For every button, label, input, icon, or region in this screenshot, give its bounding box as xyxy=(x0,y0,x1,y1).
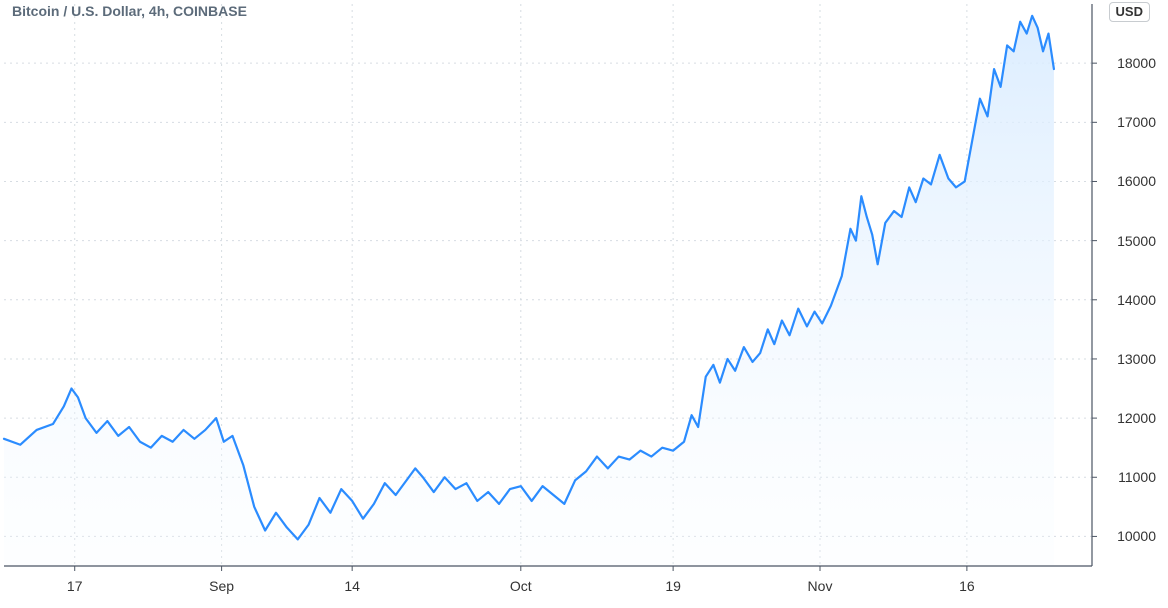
y-tick-label: 13000 xyxy=(1117,351,1156,367)
x-tick-label: 14 xyxy=(344,578,360,594)
y-tick-label: 14000 xyxy=(1117,292,1156,308)
chart-title: Bitcoin / U.S. Dollar, 4h, COINBASE xyxy=(12,3,247,19)
x-tick-label: 19 xyxy=(665,578,681,594)
x-tick-label: 16 xyxy=(959,578,975,594)
x-tick-label: 17 xyxy=(67,578,83,594)
price-chart[interactable]: Bitcoin / U.S. Dollar, 4h, COINBASE USD … xyxy=(0,0,1168,608)
x-tick-label: Oct xyxy=(510,578,532,594)
y-tick-label: 11000 xyxy=(1118,469,1156,485)
y-tick-label: 16000 xyxy=(1117,173,1156,189)
chart-plot-area xyxy=(0,0,1168,608)
y-tick-label: 15000 xyxy=(1117,233,1156,249)
y-tick-label: 12000 xyxy=(1117,410,1156,426)
y-tick-label: 10000 xyxy=(1117,528,1156,544)
y-axis-unit-badge: USD xyxy=(1109,2,1150,22)
y-tick-label: 18000 xyxy=(1117,55,1156,71)
y-tick-label: 17000 xyxy=(1117,114,1156,130)
x-tick-label: Nov xyxy=(808,578,833,594)
x-tick-label: Sep xyxy=(209,578,234,594)
